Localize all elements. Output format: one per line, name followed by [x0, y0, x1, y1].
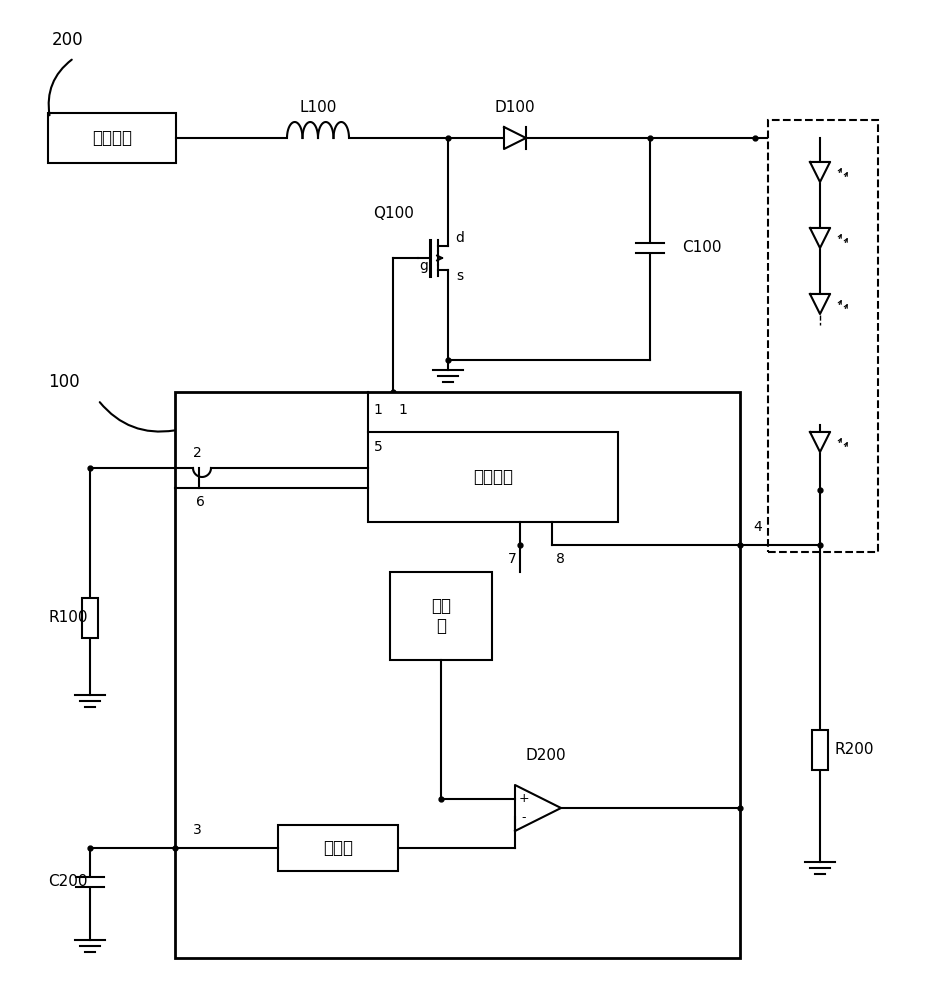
Polygon shape — [810, 432, 830, 452]
Polygon shape — [810, 162, 830, 182]
Bar — [390, 572, 492, 660]
Text: 5: 5 — [374, 440, 382, 454]
Text: C100: C100 — [682, 240, 722, 255]
Text: Q100: Q100 — [374, 207, 414, 222]
Bar — [368, 432, 618, 522]
Text: 2: 2 — [192, 446, 202, 460]
Text: 8: 8 — [556, 552, 564, 566]
Text: C200: C200 — [48, 874, 88, 890]
Text: 1: 1 — [399, 403, 407, 417]
Text: 4: 4 — [754, 520, 762, 534]
Text: 3: 3 — [192, 823, 202, 837]
Bar — [812, 730, 828, 770]
Text: 电流
源: 电流 源 — [431, 597, 451, 635]
Text: +: + — [519, 792, 529, 805]
Text: s: s — [456, 269, 463, 283]
Text: 1: 1 — [374, 403, 382, 417]
Text: 200: 200 — [52, 31, 83, 49]
Bar — [48, 113, 176, 163]
Text: 100: 100 — [48, 373, 80, 391]
Bar — [82, 598, 98, 638]
Polygon shape — [515, 785, 561, 831]
Text: 电压源: 电压源 — [323, 839, 353, 857]
Text: R200: R200 — [834, 742, 873, 758]
Text: 7: 7 — [508, 552, 516, 566]
Polygon shape — [810, 228, 830, 248]
Text: -: - — [522, 811, 526, 824]
Text: 控制模块: 控制模块 — [473, 468, 513, 486]
Text: R100: R100 — [48, 610, 88, 626]
Text: 6: 6 — [195, 495, 204, 509]
Text: D200: D200 — [525, 748, 566, 764]
Polygon shape — [504, 127, 526, 149]
Text: D100: D100 — [495, 101, 536, 115]
Bar — [278, 825, 398, 871]
Polygon shape — [810, 294, 830, 314]
Bar — [175, 392, 740, 958]
Text: 驱动电源: 驱动电源 — [92, 129, 132, 147]
Text: g: g — [420, 259, 428, 273]
Bar — [768, 120, 878, 552]
Text: L100: L100 — [300, 101, 337, 115]
Text: d: d — [455, 231, 464, 245]
